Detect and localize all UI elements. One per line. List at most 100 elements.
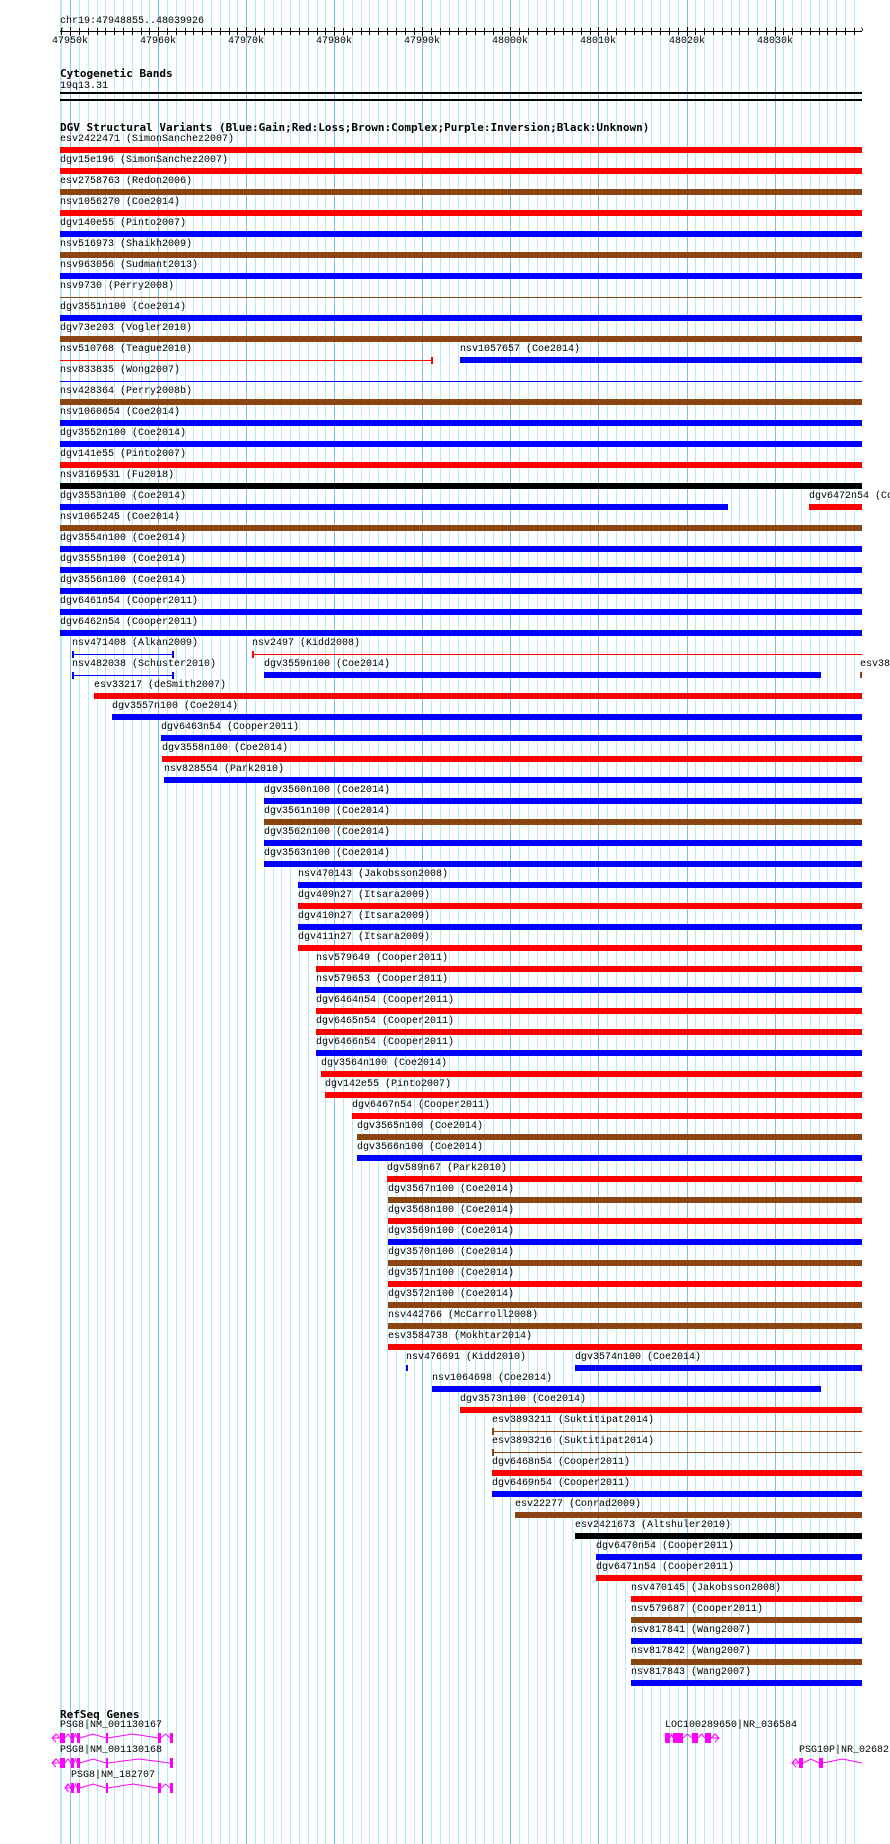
variant-label[interactable]: nsv579653 (Cooper2011) xyxy=(316,974,449,985)
variant-bar-loss[interactable] xyxy=(60,147,862,153)
axis-left-arrow[interactable]: ‹ xyxy=(59,25,66,36)
variant-bar-gain[interactable] xyxy=(631,1638,862,1644)
variant-label[interactable]: dgv3551n100 (Coe2014) xyxy=(60,302,187,313)
variant-bar-complex[interactable] xyxy=(860,672,862,678)
variant-label[interactable]: dgv3572n100 (Coe2014) xyxy=(388,1289,515,1300)
variant-label[interactable]: dgv3566n100 (Coe2014) xyxy=(357,1142,484,1153)
variant-bar-loss[interactable] xyxy=(60,360,433,361)
variant-bar-gain[interactable] xyxy=(60,420,862,426)
cytoband-label[interactable]: 19q13.31 xyxy=(60,81,109,92)
variant-label[interactable]: nsv476691 (Kidd2010) xyxy=(406,1352,527,1363)
variant-bar-gain[interactable] xyxy=(406,1365,408,1371)
variant-label[interactable]: nsv3169531 (Fu2018) xyxy=(60,470,175,481)
variant-label[interactable]: dgv6472n54 (Co xyxy=(809,491,890,502)
variant-label[interactable]: dgv3567n100 (Coe2014) xyxy=(388,1184,515,1195)
variant-bar-loss[interactable] xyxy=(94,693,862,699)
variant-bar-gain[interactable] xyxy=(575,1365,862,1371)
variant-bar-loss[interactable] xyxy=(316,1008,862,1014)
variant-bar-unknown[interactable] xyxy=(575,1533,862,1539)
variant-label[interactable]: dgv3563n100 (Coe2014) xyxy=(264,848,391,859)
variant-label[interactable]: esv33217 (deSmith2007) xyxy=(94,680,227,691)
variant-label[interactable]: nsv471408 (Alkan2009) xyxy=(72,638,199,649)
variant-bar-loss[interactable] xyxy=(298,945,862,951)
variant-bar-gain[interactable] xyxy=(432,1386,821,1392)
variant-bar-complex[interactable] xyxy=(60,189,862,195)
variant-label[interactable]: dgv6468n54 (Cooper2011) xyxy=(492,1457,631,1468)
variant-label[interactable]: esv3584738 (Mokhtar2014) xyxy=(388,1331,533,1342)
gene-label[interactable]: PSG8|NM_001130167 xyxy=(60,1720,163,1731)
variant-bar-complex[interactable] xyxy=(388,1260,862,1266)
variant-bar-gain[interactable] xyxy=(316,987,862,993)
variant-bar-loss[interactable] xyxy=(352,1113,862,1119)
variant-label[interactable]: dgv3558n100 (Coe2014) xyxy=(162,743,289,754)
gene-label[interactable]: LOC100289650|NR_036584 xyxy=(665,1720,798,1731)
variant-label[interactable]: esv3893216 (Suktitipat2014) xyxy=(492,1436,655,1447)
axis-right-arrow[interactable]: › xyxy=(859,25,866,36)
variant-bar-complex[interactable] xyxy=(60,525,862,531)
variant-bar-loss[interactable] xyxy=(298,903,862,909)
variant-bar-gain[interactable] xyxy=(112,714,862,720)
variant-bar-gain[interactable] xyxy=(631,1680,862,1686)
variant-label[interactable]: dgv3557n100 (Coe2014) xyxy=(112,701,239,712)
variant-bar-gain[interactable] xyxy=(60,588,862,594)
variant-bar-loss[interactable] xyxy=(596,1575,862,1581)
variant-bar-gain[interactable] xyxy=(60,441,862,447)
variant-bar-gain[interactable] xyxy=(60,381,862,382)
variant-bar-gain[interactable] xyxy=(596,1554,862,1560)
variant-label[interactable]: dgv3573n100 (Coe2014) xyxy=(460,1394,587,1405)
variant-label[interactable]: nsv828554 (Park2010) xyxy=(164,764,285,775)
variant-bar-loss[interactable] xyxy=(321,1071,862,1077)
gene-model[interactable] xyxy=(0,1728,890,1748)
variant-bar-gain[interactable] xyxy=(60,504,728,510)
variant-label[interactable]: dgv409n27 (Itsara2009) xyxy=(298,890,431,901)
variant-label[interactable]: dgv6471n54 (Cooper2011) xyxy=(596,1562,735,1573)
variant-bar-loss[interactable] xyxy=(316,1029,862,1035)
variant-bar-loss[interactable] xyxy=(60,168,862,174)
variant-bar-gain[interactable] xyxy=(264,861,862,867)
variant-label[interactable]: dgv140e55 (Pinto2007) xyxy=(60,218,187,229)
variant-bar-gain[interactable] xyxy=(60,315,862,321)
variant-bar-loss[interactable] xyxy=(388,1218,862,1224)
variant-label[interactable]: dgv3555n100 (Coe2014) xyxy=(60,554,187,565)
variant-label[interactable]: nsv470145 (Jakobsson2008) xyxy=(631,1583,782,1594)
variant-bar-complex[interactable] xyxy=(60,297,862,298)
variant-bar-loss[interactable] xyxy=(60,210,862,216)
gene-model[interactable] xyxy=(0,1753,890,1773)
variant-label[interactable]: dgv3571n100 (Coe2014) xyxy=(388,1268,515,1279)
variant-bar-gain[interactable] xyxy=(60,546,862,552)
variant-bar-gain[interactable] xyxy=(388,1239,862,1245)
variant-label[interactable]: nsv579649 (Cooper2011) xyxy=(316,953,449,964)
variant-bar-complex[interactable] xyxy=(388,1197,862,1203)
variant-label[interactable]: dgv6466n54 (Cooper2011) xyxy=(316,1037,455,1048)
variant-label[interactable]: dgv6463n54 (Cooper2011) xyxy=(161,722,300,733)
variant-bar-loss[interactable] xyxy=(388,1281,862,1287)
variant-label[interactable]: nsv482038 (Schuster2010) xyxy=(72,659,217,670)
variant-label[interactable]: nsv817843 (Wang2007) xyxy=(631,1667,752,1678)
variant-bar-gain[interactable] xyxy=(298,882,862,888)
variant-label[interactable]: nsv817842 (Wang2007) xyxy=(631,1646,752,1657)
variant-label[interactable]: nsv428364 (Perry2008b) xyxy=(60,386,193,397)
variant-label[interactable]: dgv6465n54 (Cooper2011) xyxy=(316,1016,455,1027)
variant-label[interactable]: nsv516973 (Shaikh2009) xyxy=(60,239,193,250)
variant-label[interactable]: dgv3556n100 (Coe2014) xyxy=(60,575,187,586)
variant-bar-loss[interactable] xyxy=(387,1176,862,1182)
variant-bar-gain[interactable] xyxy=(492,1491,862,1497)
variant-label[interactable]: nsv1057657 (Coe2014) xyxy=(460,344,581,355)
variant-bar-complex[interactable] xyxy=(60,252,862,258)
variant-bar-complex[interactable] xyxy=(388,1323,862,1329)
variant-label[interactable]: dgv6461n54 (Cooper2011) xyxy=(60,596,199,607)
variant-bar-complex[interactable] xyxy=(264,819,862,825)
variant-bar-gain[interactable] xyxy=(164,777,862,783)
variant-bar-gain[interactable] xyxy=(316,1050,862,1056)
gene-label[interactable]: PSG8|NM_182707 xyxy=(71,1770,156,1781)
variant-label[interactable]: esv22277 (Conrad2009) xyxy=(515,1499,642,1510)
variant-label[interactable]: esv2421673 (Altshuler2010) xyxy=(575,1520,732,1531)
variant-label[interactable]: dgv73e203 (Vogler2010) xyxy=(60,323,193,334)
variant-bar-complex[interactable] xyxy=(357,1134,862,1140)
variant-label[interactable]: dgv3559n100 (Coe2014) xyxy=(264,659,391,670)
variant-label[interactable]: nsv963056 (Sudmant2013) xyxy=(60,260,199,271)
variant-bar-gain[interactable] xyxy=(460,357,862,363)
gene-label[interactable]: PSG10P|NR_02682 xyxy=(799,1745,890,1756)
variant-label[interactable]: nsv442766 (McCarroll2008) xyxy=(388,1310,539,1321)
variant-bar-loss[interactable] xyxy=(325,1092,862,1098)
